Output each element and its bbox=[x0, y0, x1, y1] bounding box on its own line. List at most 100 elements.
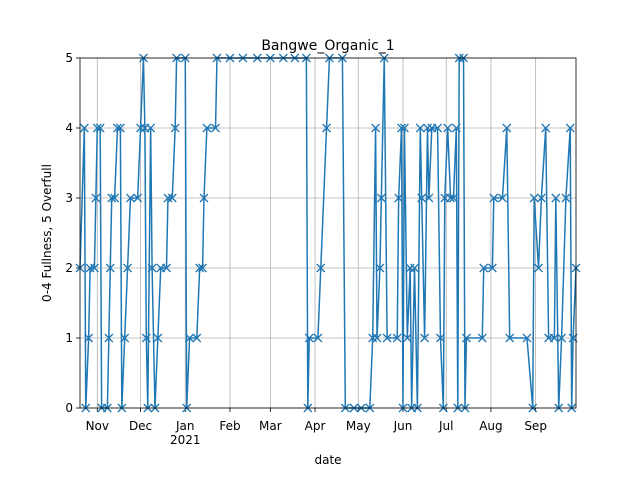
marker bbox=[394, 193, 404, 203]
y-tick-label: 5 bbox=[65, 51, 73, 65]
marker bbox=[110, 193, 120, 203]
marker bbox=[92, 123, 102, 133]
marker bbox=[195, 263, 205, 273]
marker bbox=[498, 193, 507, 203]
marker bbox=[382, 333, 392, 343]
marker bbox=[505, 333, 515, 343]
marker bbox=[451, 123, 461, 133]
marker bbox=[84, 333, 94, 343]
marker bbox=[147, 263, 157, 273]
marker bbox=[534, 263, 543, 273]
x-tick-label: Nov bbox=[86, 419, 109, 433]
marker bbox=[123, 263, 133, 273]
chart-title: Bangwe_Organic_1 bbox=[261, 38, 394, 54]
marker bbox=[372, 333, 382, 343]
marker bbox=[170, 123, 180, 133]
x-tick-label: Aug bbox=[479, 419, 502, 433]
marker bbox=[192, 333, 202, 343]
marker bbox=[104, 333, 114, 343]
marker bbox=[133, 193, 143, 203]
marker bbox=[443, 123, 453, 133]
x-tick-label: Jul bbox=[438, 419, 453, 433]
x-axis-label: date bbox=[314, 453, 341, 467]
marker bbox=[392, 333, 402, 343]
marker bbox=[402, 333, 412, 343]
x-tick-label: Sep bbox=[524, 419, 547, 433]
marker bbox=[489, 193, 499, 203]
marker bbox=[95, 123, 105, 133]
x-tick-label: Jun bbox=[393, 419, 413, 433]
marker bbox=[397, 123, 406, 133]
marker bbox=[146, 123, 156, 133]
marker bbox=[126, 193, 135, 203]
marker bbox=[304, 333, 314, 343]
marker bbox=[536, 193, 546, 203]
marker bbox=[163, 193, 173, 203]
marker bbox=[565, 123, 575, 133]
marker bbox=[410, 263, 419, 273]
y-axis-label: 0-4 Fullness, 5 Overfull bbox=[40, 164, 54, 302]
marker bbox=[420, 333, 430, 343]
marker bbox=[141, 333, 151, 343]
marker bbox=[502, 123, 512, 133]
marker bbox=[198, 263, 208, 273]
marker bbox=[541, 123, 551, 133]
y-tick-label: 3 bbox=[65, 191, 73, 205]
marker bbox=[199, 193, 209, 203]
marker bbox=[107, 193, 117, 203]
marker bbox=[423, 123, 432, 133]
marker bbox=[167, 193, 177, 203]
marker bbox=[433, 123, 443, 133]
marker bbox=[79, 123, 89, 133]
marker bbox=[424, 193, 434, 203]
marker bbox=[522, 333, 532, 343]
marker bbox=[162, 263, 171, 273]
marker bbox=[446, 193, 456, 203]
x-tick-label: Dec bbox=[129, 419, 152, 433]
marker bbox=[487, 263, 497, 273]
marker bbox=[375, 263, 385, 273]
marker bbox=[89, 263, 99, 273]
marker bbox=[551, 193, 561, 203]
marker bbox=[477, 333, 487, 343]
marker bbox=[549, 333, 559, 343]
marker bbox=[405, 263, 415, 273]
y-tick-label: 0 bbox=[65, 401, 73, 415]
marker bbox=[105, 263, 115, 273]
year-label: 2021 bbox=[170, 433, 201, 447]
marker bbox=[557, 333, 567, 343]
marker bbox=[436, 333, 445, 343]
y-tick-label: 4 bbox=[65, 121, 73, 135]
marker bbox=[529, 193, 539, 203]
marker bbox=[211, 123, 220, 133]
marker bbox=[85, 263, 95, 273]
x-tick-label: Mar bbox=[259, 419, 282, 433]
marker bbox=[91, 193, 101, 203]
marker bbox=[185, 333, 195, 343]
marker bbox=[448, 193, 458, 203]
marker bbox=[153, 333, 163, 343]
marker bbox=[313, 333, 323, 343]
marker bbox=[322, 123, 332, 133]
marker bbox=[561, 193, 571, 203]
marker bbox=[113, 123, 122, 133]
plot-frame bbox=[79, 57, 577, 409]
marker bbox=[202, 123, 212, 133]
y-tick-label: 2 bbox=[65, 261, 73, 275]
marker bbox=[115, 123, 125, 133]
marker bbox=[368, 333, 378, 343]
marker bbox=[316, 263, 326, 273]
x-tick-label: Feb bbox=[219, 419, 240, 433]
x-tick-label: Jan bbox=[175, 419, 195, 433]
marker bbox=[417, 193, 427, 203]
marker bbox=[376, 193, 386, 203]
marker bbox=[399, 123, 409, 133]
marker bbox=[120, 333, 130, 343]
marker bbox=[461, 333, 471, 343]
x-tick-label: Apr bbox=[305, 419, 326, 433]
y-tick-label: 1 bbox=[65, 331, 73, 345]
marker bbox=[371, 123, 381, 133]
marker bbox=[415, 123, 425, 133]
